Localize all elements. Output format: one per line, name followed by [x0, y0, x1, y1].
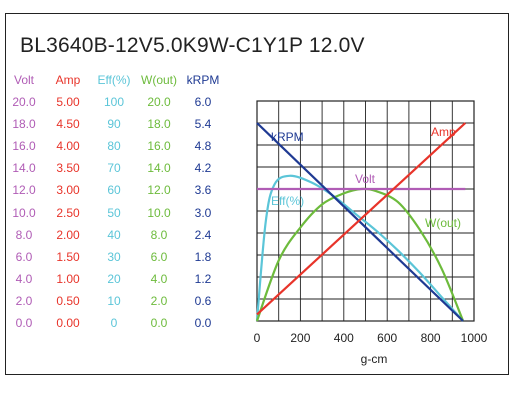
scale-value: 16.0 — [12, 139, 36, 154]
x-tick-label: 1000 — [461, 331, 488, 345]
scale-value: 4.0 — [150, 271, 168, 286]
column-header: Volt — [13, 73, 34, 87]
scale-value: 2.0 — [15, 293, 33, 308]
scale-value: 100 — [103, 95, 125, 109]
scale-value: 0.0 — [150, 316, 168, 330]
scale-value: 0 — [110, 316, 118, 330]
scale-value: 16.0 — [147, 139, 171, 154]
series-label: Eff(%) — [271, 194, 304, 208]
scale-value: 18.0 — [12, 117, 36, 132]
scale-value: 5.4 — [194, 117, 212, 132]
scale-value: 1.8 — [194, 249, 212, 264]
series-label: Amp — [431, 125, 456, 139]
scale-value: 14.0 — [12, 161, 36, 176]
scale-value: 3.50 — [56, 161, 80, 176]
column-header: Amp — [55, 73, 81, 87]
x-tick-label: 0 — [254, 331, 261, 345]
series-line-amp — [256, 122, 467, 316]
scale-value: 10.0 — [147, 205, 171, 220]
scale-value: 0.0 — [15, 316, 33, 330]
scale-value: 0.50 — [56, 293, 80, 308]
scale-value: 80 — [107, 139, 121, 154]
scale-value: 12.0 — [12, 183, 36, 198]
scale-value: 18.0 — [147, 117, 171, 132]
scale-value: 90 — [107, 117, 121, 132]
scale-value: 60 — [107, 183, 121, 198]
chart-frame — [5, 13, 509, 375]
scale-value: 2.0 — [150, 293, 168, 308]
series-line-eff — [255, 174, 464, 322]
scale-value: 4.50 — [56, 117, 80, 132]
scale-value: 0.6 — [194, 293, 212, 308]
scale-value: 2.4 — [194, 227, 212, 242]
scale-value: 12.0 — [147, 183, 171, 198]
scale-value: 4.2 — [194, 161, 212, 176]
scale-value: 70 — [107, 161, 121, 176]
x-tick-label: 200 — [290, 331, 310, 345]
x-tick-label: 800 — [421, 331, 441, 345]
scale-value: 1.50 — [56, 249, 80, 264]
column-header: kRPM — [186, 73, 220, 87]
column-header: Eff(%) — [97, 73, 131, 87]
series-label: kRPM — [271, 130, 304, 144]
x-tick-label: 600 — [377, 331, 397, 345]
scale-value: 50 — [107, 205, 121, 220]
scale-value: 3.0 — [194, 205, 212, 220]
series-label: W(out) — [425, 216, 461, 230]
scale-value: 2.00 — [56, 227, 80, 242]
scale-value: 5.00 — [56, 95, 80, 109]
scale-value: 8.0 — [15, 227, 33, 242]
scale-value: 40 — [107, 227, 121, 242]
scale-value: 20.0 — [147, 95, 171, 109]
scale-value: 8.0 — [150, 227, 168, 242]
scale-value: 4.00 — [56, 139, 80, 154]
x-tick-label: 400 — [334, 331, 354, 345]
scale-value: 20.0 — [12, 95, 36, 109]
scale-value: 0.00 — [56, 316, 80, 330]
series-line-krpm — [256, 122, 464, 322]
chart-title: BL3640B-12V5.0K9W-C1Y1P 12.0V — [20, 34, 365, 57]
scale-value: 3.6 — [194, 183, 212, 198]
column-header: W(out) — [141, 73, 177, 87]
x-axis-label: g-cm — [361, 352, 388, 366]
scale-value: 4.0 — [15, 271, 33, 286]
scale-value: 1.2 — [194, 271, 212, 286]
scale-value: 6.0 — [150, 249, 168, 264]
scale-value: 1.00 — [56, 271, 80, 286]
scale-value: 6.0 — [194, 95, 212, 109]
scale-value: 2.50 — [56, 205, 80, 220]
scale-value: 10 — [107, 293, 121, 308]
series-label: Volt — [355, 172, 376, 186]
scale-value: 6.0 — [15, 249, 33, 264]
scale-value: 20 — [107, 271, 121, 286]
scale-value: 4.8 — [194, 139, 212, 154]
scale-value: 3.00 — [56, 183, 80, 198]
scale-value: 0.0 — [194, 316, 212, 330]
scale-value: 10.0 — [12, 205, 36, 220]
scale-value: 30 — [107, 249, 121, 264]
scale-value: 14.0 — [147, 161, 171, 176]
